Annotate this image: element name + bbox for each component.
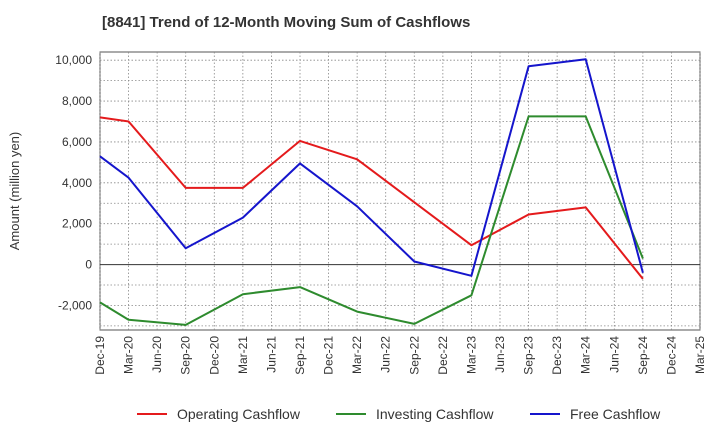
x-tick-label: Dec-20 <box>207 336 221 375</box>
y-tick-label: 4,000 <box>62 176 92 190</box>
x-tick-label: Jun-22 <box>379 336 393 373</box>
x-tick-label: Dec-19 <box>93 336 107 375</box>
grid-lines <box>99 52 701 330</box>
x-tick-label: Mar-21 <box>236 336 250 374</box>
series-line-3 <box>99 58 644 277</box>
x-tick-label: Jun-20 <box>150 336 164 373</box>
series-lines <box>99 58 644 326</box>
legend: Operating Cashflow Investing Cashflow Free… <box>137 406 661 422</box>
series-line-1 <box>99 116 644 280</box>
x-tick-label: Sep-20 <box>179 336 193 375</box>
legend-label: Operating Cashflow <box>177 406 301 422</box>
x-tick-label: Sep-23 <box>522 336 536 375</box>
x-tick-labels: Dec-19 Mar-20 Jun-20 Sep-20 Dec-20 Mar-21 Jun-… <box>93 336 707 375</box>
legend-label: Free Cashflow <box>570 406 661 422</box>
x-tick-label: Dec-24 <box>664 336 678 375</box>
y-tick-label: 0 <box>85 258 92 272</box>
y-tick-labels: -2,000 0 2,000 4,000 6,000 8,000 10,000 <box>55 53 92 312</box>
x-tick-label: Dec-23 <box>550 336 564 375</box>
x-tick-label: Jun-23 <box>493 336 507 373</box>
y-tick-label: 8,000 <box>62 94 92 108</box>
x-tick-label: Mar-24 <box>579 336 593 374</box>
y-tick-label: -2,000 <box>58 298 92 312</box>
x-tick-label: Jun-24 <box>607 336 621 373</box>
y-tick-label: 2,000 <box>62 217 92 231</box>
x-tick-label: Mar-22 <box>350 336 364 374</box>
x-tick-label: Mar-20 <box>122 336 136 374</box>
x-tick-label: Sep-22 <box>407 336 421 375</box>
x-tick-label: Mar-25 <box>693 336 707 374</box>
x-tick-label: Jun-21 <box>264 336 278 373</box>
y-axis-title: Amount (million yen) <box>7 132 22 251</box>
x-tick-label: Dec-21 <box>322 336 336 375</box>
x-tick-label: Dec-22 <box>436 336 450 375</box>
legend-label: Investing Cashflow <box>376 406 494 422</box>
y-tick-label: 10,000 <box>55 53 92 67</box>
chart-title: [8841] Trend of 12-Month Moving Sum of C… <box>102 14 471 31</box>
plot-area-frame <box>99 51 701 331</box>
x-tick-label: Mar-23 <box>464 336 478 374</box>
x-tick-label: Sep-21 <box>293 336 307 375</box>
y-tick-label: 6,000 <box>62 135 92 149</box>
x-tick-label: Sep-24 <box>636 336 650 375</box>
series-line-2 <box>99 115 644 326</box>
